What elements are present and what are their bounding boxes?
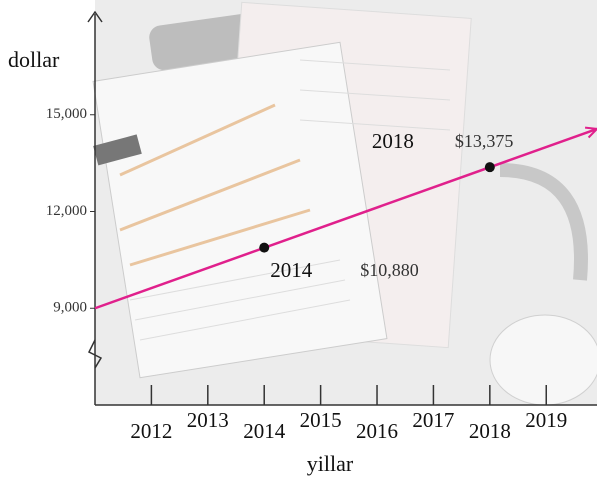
x-tick-label: 2015	[300, 408, 342, 432]
y-axis-arrow	[87, 10, 103, 23]
x-axis-label: yillar	[307, 451, 354, 476]
y-tick-label: 12,000	[46, 203, 87, 219]
point-value-label: $10,880	[360, 260, 419, 280]
background-photo	[92, 0, 597, 406]
x-tick-label: 2013	[187, 408, 229, 432]
x-tick-label: 2012	[130, 419, 172, 443]
point-year-label: 2018	[372, 129, 414, 153]
data-point	[259, 242, 270, 253]
data-point	[484, 162, 495, 173]
point-value-label: $13,375	[455, 131, 513, 151]
x-tick-label: 2016	[356, 419, 398, 443]
point-year-label: 2014	[270, 258, 313, 282]
y-tick-label: 15,000	[46, 106, 87, 122]
x-tick-label: 2014	[243, 419, 286, 443]
y-tick-label: 9,000	[53, 300, 87, 316]
trend-arrow	[584, 126, 597, 139]
trend-line	[94, 127, 597, 310]
x-tick-label: 2018	[469, 419, 511, 443]
x-tick-label: 2017	[412, 408, 454, 432]
x-tick-label: 2019	[525, 408, 567, 432]
y-axis-label: dollar	[8, 47, 60, 72]
axis-break	[87, 339, 103, 369]
